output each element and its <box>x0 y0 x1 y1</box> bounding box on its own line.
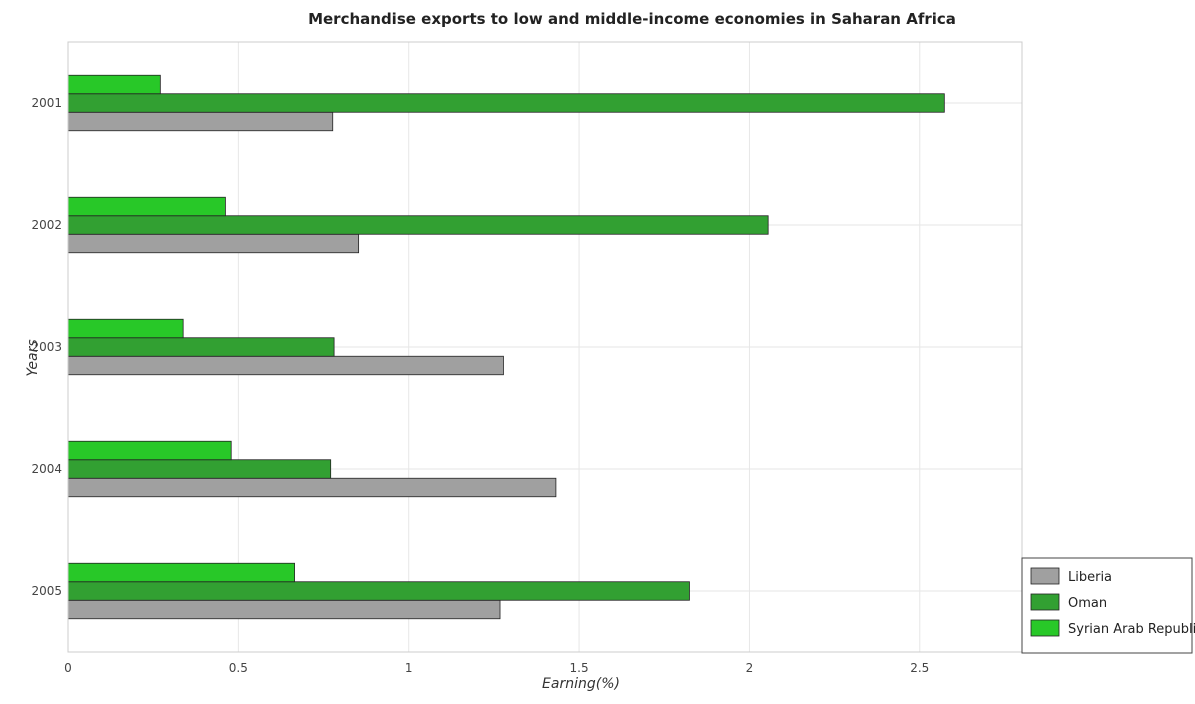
x-tick-label: 1.5 <box>570 661 589 675</box>
x-tick-label: 0 <box>64 661 72 675</box>
bar-liberia-2005 <box>67 599 501 620</box>
legend-label: Liberia <box>1068 570 1112 585</box>
bar-syrian-arab-republic-2002 <box>67 196 226 217</box>
y-tick-label: 2004 <box>31 462 62 476</box>
bar-liberia-2001 <box>67 111 334 132</box>
legend-swatch <box>1030 567 1060 585</box>
bar-oman-2003 <box>67 337 335 357</box>
bar-liberia-2003 <box>67 355 504 376</box>
x-axis-label: Earning(%) <box>542 676 620 692</box>
bar-oman-2001 <box>67 93 945 113</box>
x-tick-label: 1 <box>405 661 413 675</box>
bar-syrian-arab-republic-2001 <box>67 74 161 95</box>
bar-oman-2002 <box>67 215 769 235</box>
legend-label: Oman <box>1068 596 1107 611</box>
y-tick-label: 2001 <box>31 96 62 110</box>
bar-syrian-arab-republic-2005 <box>67 562 295 583</box>
plot-area: 0 0.5 1 1.5 2 2.5 2001 2002 2003 2004 2005 <box>31 41 1023 675</box>
plot-frame <box>67 41 1023 653</box>
y-axis-label: Years <box>25 339 41 376</box>
x-tick-label: 2.5 <box>910 661 929 675</box>
legend-swatch <box>1030 619 1060 637</box>
bar-liberia-2004 <box>67 477 557 498</box>
y-tick-label: 2002 <box>31 218 62 232</box>
x-tick-label: 0.5 <box>229 661 248 675</box>
chart-title: Merchandise exports to low and middle-in… <box>308 10 956 28</box>
legend: Liberia Oman Syrian Arab Republic <box>1021 557 1195 654</box>
bar-oman-2005 <box>67 581 690 601</box>
legend-swatch <box>1030 593 1060 611</box>
bar-oman-2004 <box>67 459 332 479</box>
bar-liberia-2002 <box>67 233 360 254</box>
bar-syrian-arab-republic-2004 <box>67 440 232 461</box>
legend-label: Syrian Arab Republic <box>1068 622 1195 637</box>
y-tick-label: 2003 <box>31 340 62 354</box>
y-tick-label: 2005 <box>31 584 62 598</box>
x-tick-label: 2 <box>746 661 754 675</box>
bar-syrian-arab-republic-2003 <box>67 318 184 339</box>
